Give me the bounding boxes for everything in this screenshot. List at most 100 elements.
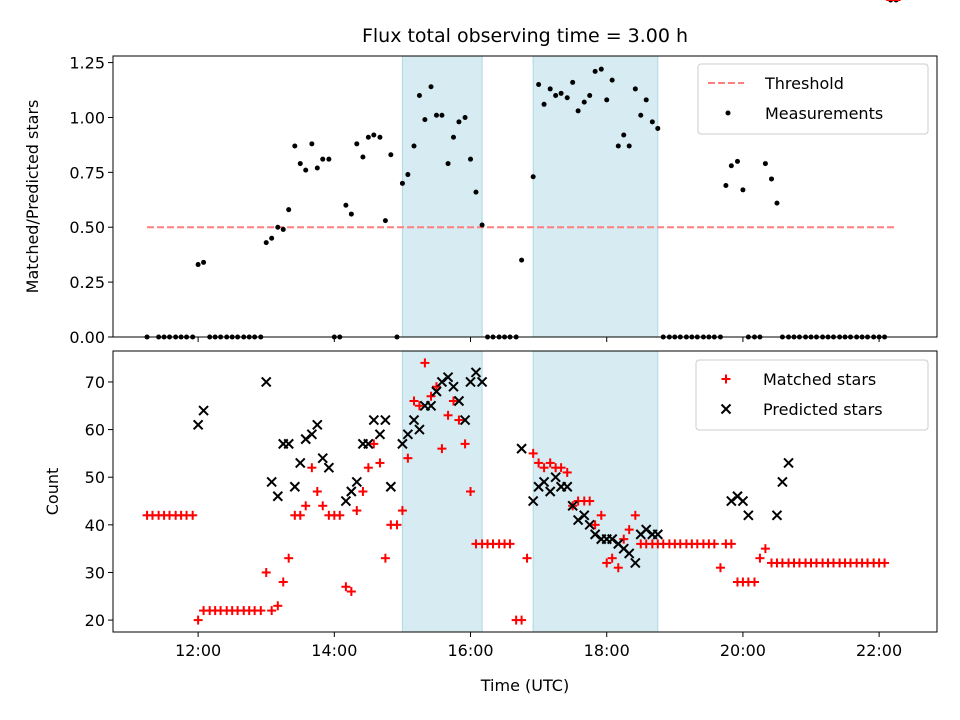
- matched-star-point: [505, 539, 515, 549]
- measurement-point: [468, 156, 474, 162]
- matched-star-point: [261, 567, 271, 577]
- threshold-legend-label: Threshold: [764, 74, 844, 93]
- measurement-point: [626, 143, 632, 149]
- matched-star-point: [273, 601, 283, 611]
- measurement-point: [638, 112, 644, 118]
- measurement-point: [405, 172, 411, 178]
- measurement-point: [201, 259, 207, 265]
- matched-star-point: [431, 382, 441, 392]
- x-tick-label: 18:00: [584, 641, 630, 660]
- measurement-point: [416, 93, 422, 99]
- measurement-point: [479, 222, 485, 228]
- x-tick-label: 22:00: [856, 641, 902, 660]
- predicted-star-point: [737, 495, 749, 507]
- chart-title: Flux total observing time = 3.00 h: [362, 25, 688, 47]
- matched-star-point: [585, 496, 595, 506]
- measurement-point: [592, 68, 598, 74]
- matched-star-point: [312, 487, 322, 496]
- matched-star-point: [726, 539, 736, 549]
- predicted-star-point: [550, 472, 561, 483]
- measurement-point: [575, 108, 581, 114]
- measurement-point: [581, 99, 587, 105]
- matched-star-point: [630, 510, 640, 520]
- predicted-star-point: [397, 438, 408, 450]
- x-tick-label: 20:00: [720, 641, 766, 660]
- measurement-point: [348, 211, 354, 217]
- matched-star-point: [256, 606, 266, 616]
- matched-star-point: [397, 506, 407, 516]
- measurement-point: [547, 86, 553, 92]
- measurement-point: [649, 119, 655, 125]
- predicted-star-point: [777, 476, 788, 488]
- predicted-legend-label: Predicted stars: [763, 400, 883, 419]
- measurement-point: [570, 79, 576, 85]
- x-tick-label: 12:00: [175, 641, 221, 660]
- matched-legend-marker: [721, 374, 731, 384]
- matched-stars-series: [142, 0, 901, 625]
- matched-star-point: [602, 558, 612, 568]
- matched-star-point: [403, 453, 413, 463]
- measurement-point: [462, 114, 468, 120]
- matched-star-point: [318, 501, 328, 511]
- measurement-point: [343, 202, 349, 208]
- top-x-axis-ticks: [197, 337, 880, 342]
- matched-star-point: [460, 439, 470, 449]
- predicted-star-point: [402, 429, 414, 440]
- predicted-star-point: [346, 486, 357, 497]
- y-tick-label: 0.25: [69, 273, 105, 292]
- matched-star-point: [267, 606, 277, 616]
- measurement-point: [530, 174, 536, 180]
- predicted-star-point: [652, 529, 664, 540]
- predicted-star-point: [380, 414, 391, 426]
- top-axes-frame: [112, 55, 938, 338]
- measurement-point: [564, 95, 570, 101]
- matched-star-point: [709, 539, 719, 549]
- predicted-star-point: [448, 381, 459, 392]
- measurement-point: [473, 189, 479, 195]
- matched-star-point: [556, 463, 566, 473]
- matched-star-point: [624, 525, 634, 535]
- matched-star-point: [426, 391, 436, 401]
- measurement-point: [399, 180, 405, 186]
- predicted-star-point: [465, 376, 476, 388]
- matched-star-point: [755, 553, 765, 563]
- measurement-point: [615, 143, 621, 149]
- y-tick-label: 20: [85, 611, 105, 630]
- predicted-star-point: [317, 452, 328, 464]
- predicted-star-point: [192, 419, 204, 431]
- shaded-interval-1: [401, 55, 483, 338]
- matched-star-point: [607, 553, 617, 563]
- bottom-y-axis-label: Count: [43, 468, 62, 516]
- measurement-point: [609, 77, 615, 83]
- predicted-star-point: [374, 429, 386, 440]
- predicted-star-point: [340, 495, 352, 507]
- measurement-point: [354, 141, 360, 147]
- matched-star-point: [590, 520, 600, 530]
- measurement-point: [450, 134, 456, 140]
- bottom-axes-frame: [112, 350, 938, 633]
- predicted-star-point: [266, 476, 277, 488]
- matched-star-point: [346, 587, 356, 597]
- x-tick-label: 16:00: [447, 641, 493, 660]
- predicted-star-point: [453, 395, 465, 407]
- bottom-y-axis-ticks: 20 30 40 50 60 70: [85, 373, 113, 630]
- matched-star-point: [369, 439, 379, 449]
- matched-star-point: [534, 458, 544, 468]
- measurement-point: [598, 66, 604, 72]
- matched-star-point: [420, 358, 430, 368]
- matched-star-point: [392, 520, 402, 530]
- measurement-point: [382, 218, 388, 224]
- x-tick-label: 14:00: [311, 641, 357, 660]
- shaded-interval-2: [532, 350, 659, 633]
- top-y-axis-label: Matched/Predicted stars: [23, 100, 42, 294]
- y-tick-label: 0.75: [69, 163, 105, 182]
- predicted-star-point: [442, 371, 454, 383]
- measurement-point: [655, 125, 661, 131]
- predicted-star-point: [323, 462, 335, 473]
- matched-star-point: [613, 563, 623, 573]
- bottom-panel-counts: 20 30 40 50 60 70 12:00 14:00 16:00 18:00 20:00 22…: [43, 0, 938, 695]
- matched-star-point: [448, 396, 458, 406]
- predicted-star-point: [470, 367, 482, 378]
- measurement-point: [286, 207, 292, 213]
